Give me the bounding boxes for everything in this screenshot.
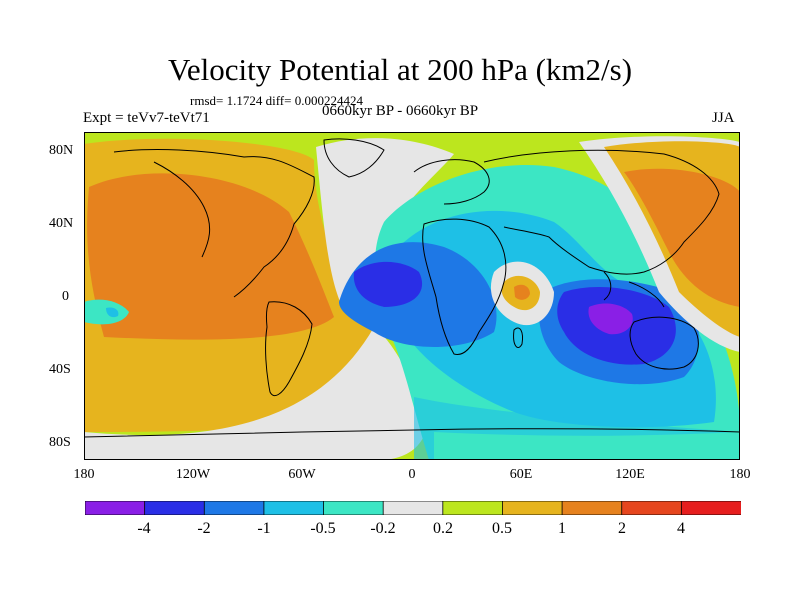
- lat-tick-label: 0: [62, 289, 69, 304]
- map-title: Velocity Potential at 200 hPa (km2/s): [167, 52, 633, 87]
- colorbar-label: -4: [137, 520, 151, 537]
- map-plot: [84, 132, 740, 460]
- lon-tick-label: 120W: [175, 467, 211, 482]
- colorbar-label: -1: [257, 520, 271, 537]
- colorbar-swatch: [621, 501, 683, 515]
- colorbar-swatch: [85, 501, 146, 515]
- colorbar-label: 0.2: [433, 520, 453, 537]
- colorbar-swatch: [323, 501, 385, 515]
- colorbar-swatch: [442, 501, 504, 515]
- experiment-label: Expt = teVv7-teVt71: [83, 110, 210, 126]
- stats-text: rmsd= 1.1724 diff= 0.000224424: [190, 93, 363, 108]
- colorbar-swatch: [144, 501, 206, 515]
- coastlines: [84, 138, 740, 438]
- lon-tick-label: 120E: [615, 467, 645, 482]
- colorbar: [85, 501, 741, 515]
- lat-tick-label: 40S: [49, 362, 71, 377]
- colorbar-label: 1: [558, 520, 566, 537]
- contour-fills: [84, 132, 740, 460]
- lon-tick-label: 180: [729, 467, 751, 482]
- colorbar-swatch: [680, 501, 741, 515]
- lon-tick-label: 60W: [288, 467, 316, 482]
- season-label: JJA: [712, 110, 735, 126]
- colorbar-label: 4: [677, 520, 685, 537]
- lat-tick-label: 80N: [49, 143, 74, 158]
- colorbar-swatch: [561, 501, 623, 515]
- lon-tick-label: 0: [408, 467, 416, 482]
- lon-tick-label: 180: [73, 467, 95, 482]
- lon-tick-label: 60E: [509, 467, 533, 482]
- colorbar-label: 0.5: [492, 520, 512, 537]
- plot-frame: [84, 132, 740, 460]
- colorbar-label: -0.2: [370, 520, 396, 537]
- colorbar-swatch: [203, 501, 265, 515]
- colorbar-label: 2: [618, 520, 626, 537]
- colorbar-swatch: [502, 501, 563, 515]
- lat-tick-label: 80S: [49, 435, 71, 450]
- colorbar-label: -2: [197, 520, 211, 537]
- period-label: 0660kyr BP - 0660kyr BP: [322, 103, 479, 119]
- colorbar-label: -0.5: [310, 520, 336, 537]
- colorbar-swatch: [382, 501, 444, 515]
- lat-tick-label: 40N: [49, 216, 74, 231]
- colorbar-swatch: [263, 501, 325, 515]
